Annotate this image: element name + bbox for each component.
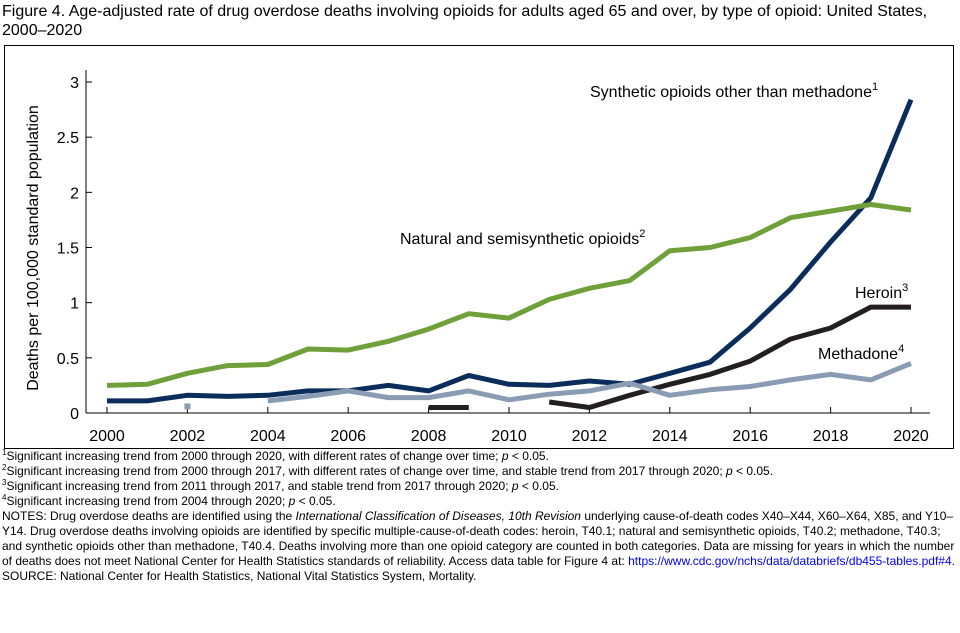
series-line-2 bbox=[548, 304, 911, 410]
chart-frame bbox=[4, 45, 954, 449]
x-tick-label: 2006 bbox=[330, 428, 366, 445]
y-tick-label: 1.5 bbox=[57, 241, 79, 258]
footnote-3: 3Significant increasing trend from 2011 … bbox=[2, 478, 559, 494]
y-tick-label: 0.5 bbox=[57, 351, 79, 368]
source-text: SOURCE: National Center for Health Stati… bbox=[2, 569, 477, 583]
series-label-3: Methadone4 bbox=[818, 343, 904, 363]
series-line-0 bbox=[107, 98, 914, 404]
footnote-4: 4Significant increasing trend from 2004 … bbox=[2, 493, 336, 509]
x-tick-label: 2002 bbox=[170, 428, 206, 445]
series-label-1: Natural and semisynthetic opioids2 bbox=[400, 228, 645, 248]
x-tick-label: 2016 bbox=[732, 428, 768, 445]
series-line-3 bbox=[267, 361, 912, 404]
x-tick-label: 2000 bbox=[89, 428, 125, 445]
x-tick-label: 2008 bbox=[411, 428, 447, 445]
x-tick-label: 2020 bbox=[893, 428, 929, 445]
y-tick-label: 3 bbox=[70, 75, 79, 92]
y-tick-label: 1 bbox=[70, 296, 79, 313]
y-tick-label: 2 bbox=[70, 185, 79, 202]
notes-text: NOTES: Drug overdose deaths are identifi… bbox=[2, 509, 955, 568]
series-label-0: Synthetic opioids other than methadone1 bbox=[590, 81, 878, 101]
series-line-1 bbox=[106, 202, 912, 388]
series-label-2: Heroin3 bbox=[855, 282, 908, 302]
footnote-1: 1Significant increasing trend from 2000 … bbox=[2, 448, 549, 464]
footnote-2: 2Significant increasing trend from 2000 … bbox=[2, 463, 774, 479]
x-tick-label: 2018 bbox=[813, 428, 849, 445]
y-tick-label: 0 bbox=[70, 406, 79, 423]
data-table-link[interactable]: https://www.cdc.gov/nchs/data/databriefs… bbox=[628, 554, 952, 568]
series-point-3 bbox=[184, 403, 191, 410]
x-tick-label: 2014 bbox=[652, 428, 688, 445]
x-tick-label: 2010 bbox=[491, 428, 527, 445]
footnotes-block: 1Significant increasing trend from 2000 … bbox=[2, 449, 957, 584]
x-tick-label: 2012 bbox=[572, 428, 608, 445]
y-tick-label: 2.5 bbox=[57, 130, 79, 147]
x-tick-label: 2004 bbox=[250, 428, 286, 445]
line-chart: 0 0.5 1 1.5 2 2.5 3 2000 2002 2004 2006 2008 2010 201… bbox=[25, 70, 930, 445]
figure-title: Figure 4. Age-adjusted rate of drug over… bbox=[2, 3, 928, 39]
y-axis-label: Deaths per 100,000 standard population bbox=[25, 105, 42, 391]
